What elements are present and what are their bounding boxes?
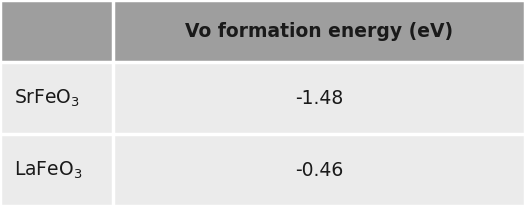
Bar	[0, 0, 113, 62]
Bar	[113, 134, 525, 206]
Text: Vo formation energy (eV): Vo formation energy (eV)	[185, 21, 453, 41]
Bar	[0, 62, 113, 134]
Text: LaFeO$_3$: LaFeO$_3$	[14, 159, 82, 181]
Bar	[113, 62, 525, 134]
Text: -0.46: -0.46	[295, 160, 343, 179]
Text: -1.48: -1.48	[295, 89, 343, 108]
Text: SrFeO$_3$: SrFeO$_3$	[14, 87, 80, 109]
Bar	[0, 134, 113, 206]
Bar	[113, 0, 525, 62]
